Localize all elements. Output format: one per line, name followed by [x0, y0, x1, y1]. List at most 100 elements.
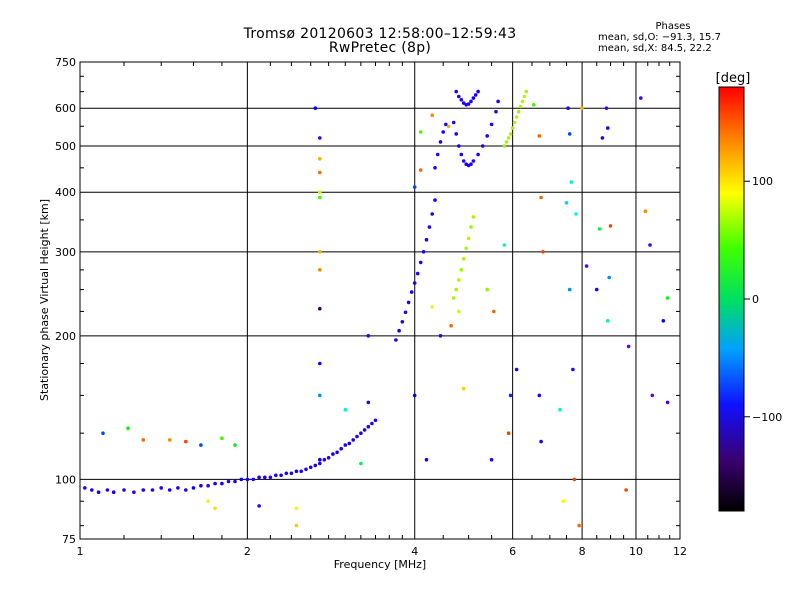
data-point-o — [206, 483, 210, 488]
data-point-o — [213, 481, 217, 486]
x-tick-label: 10 — [629, 545, 643, 558]
x-tick-label: 8 — [579, 545, 586, 558]
data-point-o — [274, 473, 278, 478]
data-point-o — [457, 144, 461, 148]
data-point-o — [469, 162, 473, 166]
data-point-o — [406, 300, 411, 305]
data-point-x — [502, 144, 507, 148]
data-point-x — [457, 278, 461, 282]
data-point-noise — [580, 106, 584, 110]
data-point-x — [514, 115, 519, 119]
data-point-o — [159, 486, 163, 490]
data-point-noise — [648, 243, 652, 247]
data-point-x — [461, 257, 466, 261]
data-point-noise — [101, 431, 105, 436]
data-point-o — [289, 471, 294, 476]
colorbar-ticks: 100 0 −100 — [744, 175, 782, 424]
data-point-x — [506, 136, 511, 140]
data-point-o — [454, 132, 459, 136]
data-point-noise — [577, 523, 581, 528]
data-point-o — [403, 310, 408, 315]
data-point-noise — [489, 457, 494, 462]
data-point-x — [454, 287, 459, 292]
data-point-o — [485, 134, 490, 138]
data-point-o — [476, 152, 480, 157]
data-point-o — [461, 159, 466, 163]
data-point-noise — [604, 106, 609, 110]
data-point-o — [362, 428, 367, 432]
data-point-o — [435, 152, 440, 157]
y-axis-label: Stationary phase Virtual Height [km] — [38, 199, 51, 401]
data-point-o — [441, 130, 446, 134]
data-point-noise — [318, 393, 322, 398]
data-point-noise — [438, 334, 443, 338]
data-point-noise — [650, 393, 655, 398]
data-point-o — [438, 140, 443, 144]
colorbar — [718, 86, 745, 512]
data-point-o — [433, 198, 437, 202]
data-point-noise — [126, 426, 130, 431]
data-point-o — [427, 225, 432, 229]
data-point-noise — [665, 400, 670, 405]
data-point-noise — [594, 287, 599, 292]
data-point-o — [326, 456, 331, 460]
data-point-o — [150, 488, 155, 492]
data-point-o — [400, 320, 405, 324]
data-point-o — [83, 486, 87, 490]
data-point-noise — [412, 185, 417, 189]
data-point-noise — [584, 264, 589, 268]
x-tick-label: 1 — [77, 545, 84, 558]
data-point-x — [512, 120, 517, 125]
grid-lines — [80, 62, 680, 539]
chart-title: Tromsø 20120603 12:58:00–12:59:43 — [243, 26, 517, 42]
y-tick-label: 200 — [55, 330, 76, 343]
data-point-noise — [571, 367, 575, 372]
data-point-o — [268, 475, 273, 480]
data-point-x — [459, 268, 464, 272]
data-point-x — [471, 215, 476, 219]
data-point-o — [313, 463, 318, 468]
data-point-noise — [561, 499, 566, 504]
data-point-o — [167, 488, 172, 492]
data-point-o — [471, 159, 476, 163]
data-point-noise — [539, 195, 543, 200]
data-point-o — [355, 434, 359, 439]
data-point-o — [284, 471, 289, 476]
data-point-noise — [539, 439, 543, 444]
data-point-noise — [343, 407, 348, 412]
data-point-o — [359, 431, 363, 436]
phases-o-stats: mean, sd,O: −91.3, 15.7 — [598, 32, 721, 43]
data-point-o — [251, 477, 256, 482]
y-tick-label: 75 — [62, 533, 76, 546]
data-point-o — [331, 452, 335, 456]
phases-title: Phases — [655, 21, 691, 32]
colorbar-tick-label: 0 — [752, 293, 759, 306]
data-point-x — [510, 126, 515, 130]
data-point-noise — [318, 170, 322, 175]
data-point-noise — [446, 124, 451, 129]
data-point-o — [220, 481, 224, 486]
data-point-x — [508, 132, 513, 136]
data-point-o — [184, 488, 188, 492]
y-axis-ticks: 75 100 200 300 400 500 600 750 — [55, 56, 680, 546]
data-point-o — [335, 450, 339, 455]
data-point-noise — [457, 309, 461, 314]
data-point-noise — [502, 243, 507, 247]
data-point-o — [199, 483, 203, 488]
data-point-o — [339, 446, 344, 451]
data-point-noise — [412, 393, 417, 398]
data-point-o — [418, 260, 423, 265]
data-point-x — [520, 99, 525, 104]
x-axis-label: Frequency [MHz] — [334, 558, 426, 571]
data-point-noise — [600, 136, 605, 140]
data-point-o — [459, 98, 464, 102]
data-point-noise — [606, 319, 610, 323]
data-point-o — [473, 93, 478, 97]
data-point-x — [469, 225, 473, 229]
data-point-o — [412, 281, 417, 285]
data-point-noise — [514, 367, 519, 372]
data-point-o — [397, 328, 401, 333]
data-point-noise — [318, 136, 322, 140]
data-point-noise — [566, 106, 570, 110]
data-point-o — [444, 122, 448, 127]
